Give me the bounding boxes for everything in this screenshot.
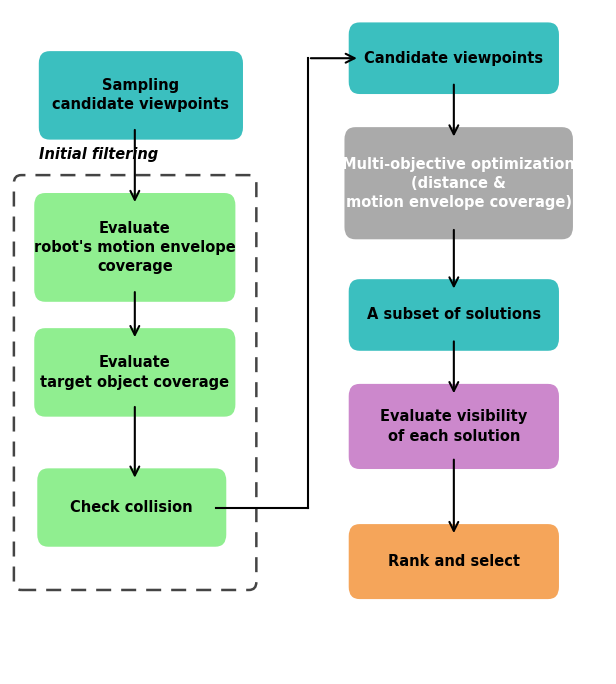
FancyBboxPatch shape [38, 469, 226, 547]
Text: Sampling
candidate viewpoints: Sampling candidate viewpoints [52, 78, 229, 112]
Text: Evaluate
robot's motion envelope
coverage: Evaluate robot's motion envelope coverag… [34, 221, 236, 274]
FancyBboxPatch shape [349, 524, 559, 599]
FancyBboxPatch shape [34, 328, 235, 417]
Text: Evaluate
target object coverage: Evaluate target object coverage [40, 355, 229, 389]
FancyBboxPatch shape [39, 51, 243, 140]
Text: Rank and select: Rank and select [388, 554, 520, 569]
FancyBboxPatch shape [349, 384, 559, 469]
FancyBboxPatch shape [344, 127, 573, 239]
Text: Evaluate visibility
of each solution: Evaluate visibility of each solution [380, 409, 527, 443]
Text: Initial filtering: Initial filtering [39, 146, 159, 161]
Text: Check collision: Check collision [70, 500, 193, 515]
Text: Multi-objective optimization
(distance &
motion envelope coverage): Multi-objective optimization (distance &… [342, 157, 575, 210]
Text: A subset of solutions: A subset of solutions [367, 308, 541, 322]
Text: Candidate viewpoints: Candidate viewpoints [364, 51, 543, 66]
FancyBboxPatch shape [349, 23, 559, 94]
FancyBboxPatch shape [34, 193, 235, 302]
FancyBboxPatch shape [349, 279, 559, 351]
